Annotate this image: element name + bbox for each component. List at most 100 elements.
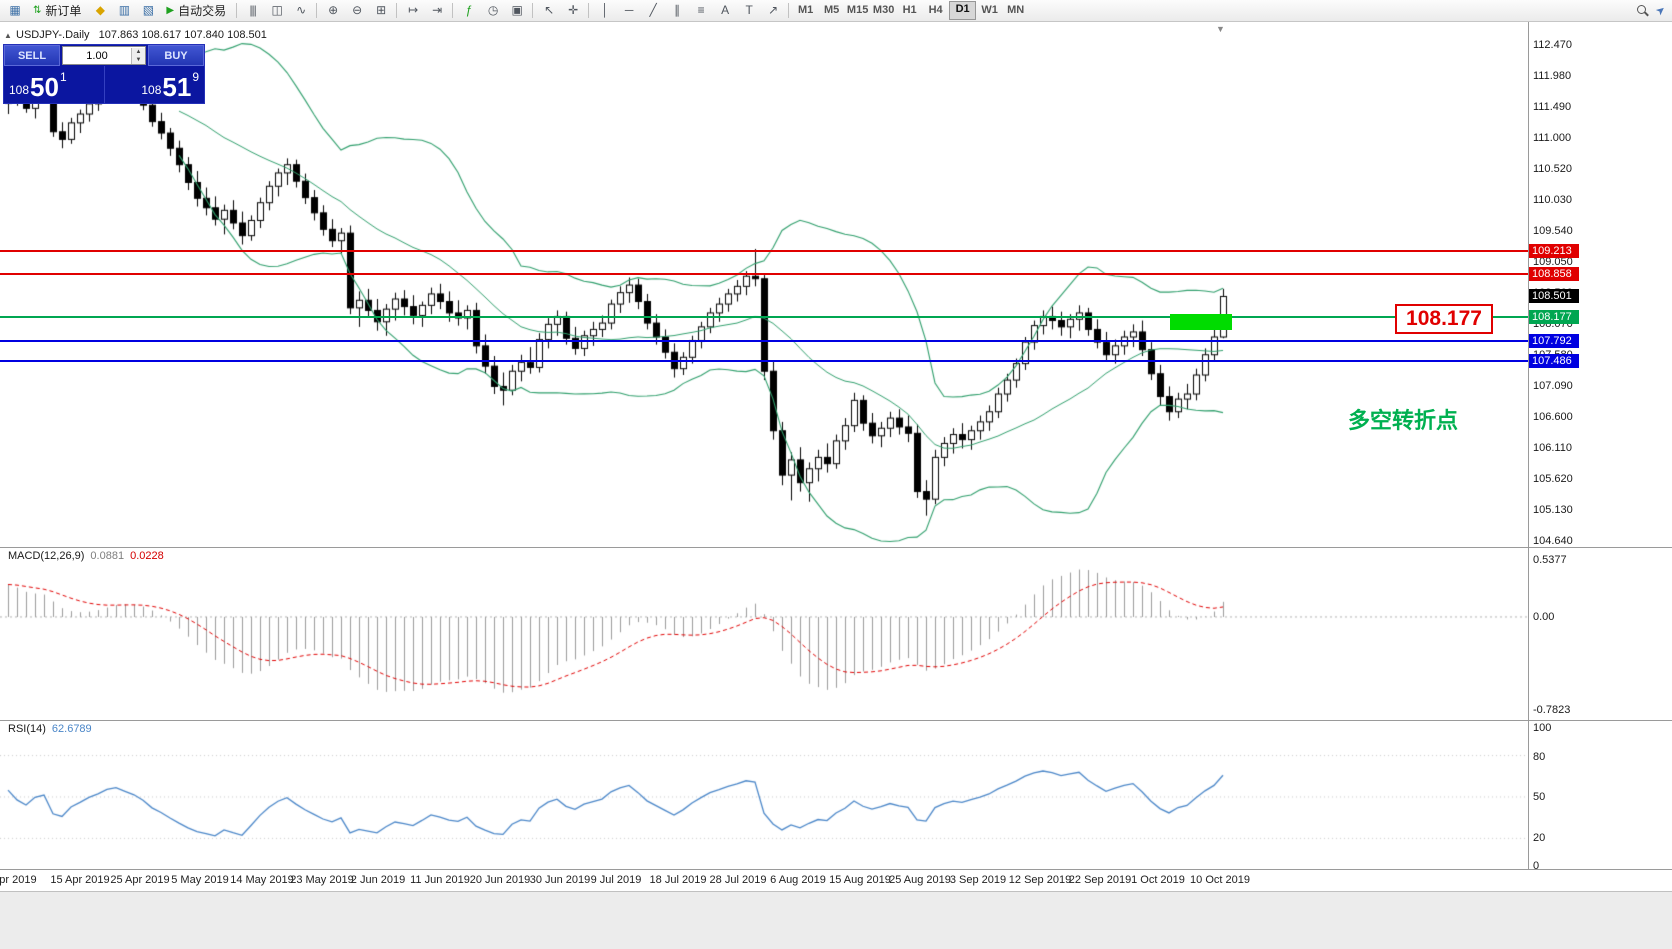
date-axis-label: 14 May 2019 xyxy=(230,874,294,886)
price-axis-label: 112.470 xyxy=(1533,39,1572,51)
sell-button[interactable]: SELL xyxy=(4,45,60,66)
indicators-icon[interactable]: ƒ xyxy=(465,2,473,17)
price-level-line[interactable] xyxy=(0,250,1528,252)
volume-up-icon[interactable]: ▲ xyxy=(132,47,145,56)
macd-signal-value: 0.0228 xyxy=(130,550,164,562)
rsi-indicator-label: RSI(14) 62.6789 xyxy=(8,723,92,735)
panel-collapse-icon[interactable]: ▲ xyxy=(4,31,12,40)
price-level-line[interactable] xyxy=(0,273,1528,275)
date-axis-label: 12 Sep 2019 xyxy=(1008,874,1072,886)
timeframe-button-h4[interactable]: H4 xyxy=(928,4,943,16)
date-axis-label: 22 Sep 2019 xyxy=(1068,874,1132,886)
vertical-line-icon[interactable]: │ xyxy=(601,2,609,17)
date-axis-label: 15 Aug 2019 xyxy=(829,874,891,886)
periods-icon[interactable]: ◷ xyxy=(487,2,498,17)
text-label-icon[interactable]: T xyxy=(745,2,752,17)
buy-button[interactable]: BUY xyxy=(148,45,204,66)
one-click-trading-panel: SELL 1.00 ▲ ▼ BUY 108 50 1 108 xyxy=(3,44,205,104)
fibonacci-icon[interactable]: ≡ xyxy=(697,2,705,17)
channel-icon[interactable]: ∥ xyxy=(674,2,680,17)
price-level-tag: 108.858 xyxy=(1529,267,1579,281)
timeframe-button-m1[interactable]: M1 xyxy=(797,4,814,16)
autotrading-button[interactable]: ▶ 自动交易 xyxy=(160,2,232,20)
chart-title: USDJPY-.Daily 107.863 108.617 107.840 10… xyxy=(16,29,267,41)
bar-chart-icon[interactable]: ||| xyxy=(249,2,256,17)
price-level-line[interactable] xyxy=(0,340,1528,342)
chart-profiles-icon[interactable]: ◆ xyxy=(95,2,105,17)
new-chart-icon[interactable]: ▦ xyxy=(9,2,20,17)
price-level-tag: 109.213 xyxy=(1529,244,1579,258)
buy-price[interactable]: 108 51 9 xyxy=(103,66,205,103)
date-axis-label: 2 Jun 2019 xyxy=(350,874,406,886)
date-axis-label: 25 Apr 2019 xyxy=(110,874,170,886)
zoom-out-icon[interactable]: ⊖ xyxy=(352,2,362,17)
templates-icon[interactable]: ▣ xyxy=(511,2,522,17)
zoom-in-icon[interactable]: ⊕ xyxy=(328,2,338,17)
toolbar-separator xyxy=(532,3,534,18)
new-order-button-label: 新订单 xyxy=(45,4,82,18)
toolbar-separator xyxy=(588,3,590,18)
auto-scroll-icon[interactable]: ↦ xyxy=(408,2,418,17)
rsi-canvas[interactable] xyxy=(0,720,1528,869)
compass-icon[interactable]: ➤ xyxy=(1653,3,1669,19)
timeframe-button-h1[interactable]: H1 xyxy=(902,4,917,16)
tile-windows-icon[interactable]: ⊞ xyxy=(376,2,386,17)
rsi-axis-label: 0 xyxy=(1533,860,1540,872)
macd-indicator-label: MACD(12,26,9) 0.0881 0.0228 xyxy=(8,550,164,562)
arrows-icon[interactable]: ↗ xyxy=(768,2,778,17)
candlestick-chart-icon[interactable]: ◫ xyxy=(271,2,282,17)
toolbar: ▦ ⇅ 新订单 ◆ ▥ ▧ ▶ 自动交易 ||| ◫ ∿ ⊕ ⊖ ⊞ ↦ ⇥ ƒ ◷ ▣ ↖ ✛ │ ─ ╱ ∥ ≡ A T ↗ M1 M5… xyxy=(0,0,1672,22)
volume-field[interactable]: 1.00 ▲ ▼ xyxy=(62,46,146,65)
line-chart-icon[interactable]: ∿ xyxy=(296,2,306,17)
new-order-button[interactable]: ⇅ 新订单 xyxy=(27,2,87,20)
volume-value[interactable]: 1.00 xyxy=(86,49,108,62)
toolbar-items: ▦ ⇅ 新订单 ◆ ▥ ▧ ▶ 自动交易 ||| ◫ ∿ ⊕ ⊖ ⊞ ↦ ⇥ ƒ ◷ ▣ ↖ ✛ │ ─ ╱ ∥ ≡ A T ↗ M1 M5… xyxy=(3,1,1028,21)
price-axis-label: 110.520 xyxy=(1533,163,1572,175)
trendline-icon[interactable]: ╱ xyxy=(649,2,657,17)
price-axis-label: 105.130 xyxy=(1533,504,1573,516)
macd-main-value: 0.0881 xyxy=(90,550,125,562)
green-highlight-zone[interactable] xyxy=(1170,314,1232,330)
main-price-canvas[interactable] xyxy=(0,22,1528,547)
volume-down-icon[interactable]: ▼ xyxy=(132,55,145,64)
text-icon[interactable]: A xyxy=(721,2,729,17)
cursor-icon[interactable]: ↖ xyxy=(544,2,554,17)
price-level-line[interactable] xyxy=(0,360,1528,362)
pane-splitter-rsi[interactable] xyxy=(0,720,1672,721)
navigator-icon[interactable]: ▧ xyxy=(142,2,154,17)
timeframe-button-m15[interactable]: M15 xyxy=(846,4,869,16)
macd-canvas[interactable] xyxy=(0,547,1528,720)
timeframe-button-w1[interactable]: W1 xyxy=(981,4,998,16)
autotrading-icon: ▶ xyxy=(166,5,175,16)
price-axis-label: 110.030 xyxy=(1533,194,1572,206)
pane-splitter-macd[interactable] xyxy=(0,547,1672,548)
macd-axis-label: -0.7823 xyxy=(1533,704,1571,716)
price-level-tag: 107.486 xyxy=(1529,354,1579,368)
rsi-axis-label: 20 xyxy=(1533,832,1546,844)
price-level-line[interactable] xyxy=(0,316,1528,318)
status-area xyxy=(0,891,1672,949)
crosshair-icon[interactable]: ✛ xyxy=(568,2,578,17)
timeframe-button-mn[interactable]: MN xyxy=(1007,4,1025,16)
chart-shift-icon[interactable]: ⇥ xyxy=(432,2,442,17)
rsi-title: RSI(14) xyxy=(8,723,46,735)
volume-stepper[interactable]: ▲ ▼ xyxy=(131,47,145,64)
timeframe-button-m30[interactable]: M30 xyxy=(872,4,895,16)
date-axis-label: 5 May 2019 xyxy=(171,874,229,886)
key-level-price-label[interactable]: 108.177 xyxy=(1395,304,1493,334)
toolbar-separator xyxy=(452,3,454,18)
price-axis-label: 104.640 xyxy=(1533,535,1573,547)
timeframe-button-d1[interactable]: D1 xyxy=(949,1,977,20)
chart-shift-marker-icon[interactable]: ▼ xyxy=(1216,24,1225,34)
market-watch-icon[interactable]: ▥ xyxy=(118,2,130,17)
price-axis-label: 111.490 xyxy=(1533,101,1572,113)
timeframe-button-m5[interactable]: M5 xyxy=(823,4,840,16)
buy-price-big: 51 xyxy=(162,72,192,102)
toolbar-separator xyxy=(236,3,238,18)
horizontal-line-icon[interactable]: ─ xyxy=(624,2,634,17)
turning-point-annotation[interactable]: 多空转折点 xyxy=(1348,408,1459,433)
rsi-axis-label: 80 xyxy=(1533,751,1546,763)
search-icon[interactable] xyxy=(1636,4,1650,18)
sell-price[interactable]: 108 50 1 xyxy=(4,66,104,103)
